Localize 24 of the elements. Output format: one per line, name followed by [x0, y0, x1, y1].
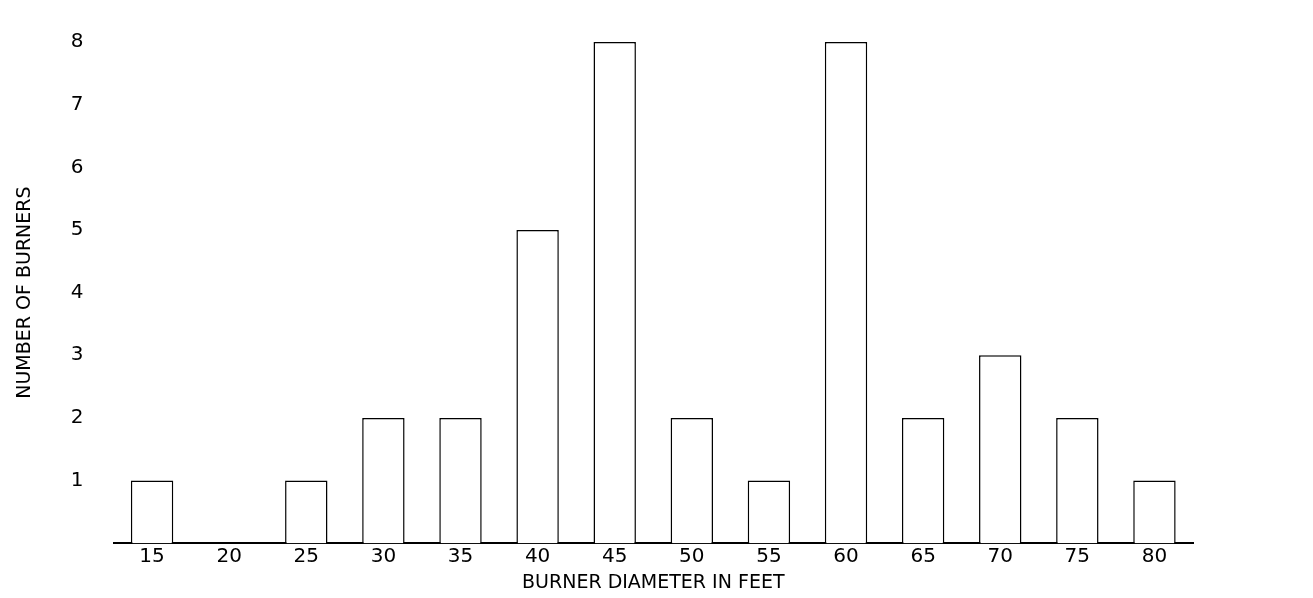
x-tick-label: 75: [1064, 543, 1091, 568]
x-tick-label: 35: [447, 543, 474, 568]
y-tick-label: 6: [70, 153, 84, 178]
x-tick-label: 30: [370, 543, 397, 568]
y-tick-label: 8: [70, 28, 84, 53]
y-tick-label: 1: [70, 466, 84, 491]
y-tick-label: 4: [70, 278, 84, 303]
y-tick-label: 5: [70, 216, 84, 241]
y-tick-label: 7: [70, 90, 84, 115]
x-tick-label: 20: [216, 543, 242, 568]
x-tick-label: 70: [987, 543, 1013, 568]
x-axis-title: BURNER DIAMETER IN FEET: [522, 569, 785, 592]
x-tick-label: 55: [756, 543, 782, 568]
x-tick-label: 80: [1141, 543, 1168, 568]
y-axis-title: NUMBER OF BURNERS: [12, 186, 35, 399]
x-tick-label: 15: [139, 543, 165, 568]
x-tick-label: 45: [601, 543, 628, 568]
x-tick-label: 40: [524, 543, 551, 568]
x-tick-label: 25: [293, 543, 320, 568]
x-tick-label: 60: [833, 543, 859, 568]
y-tick-label: 3: [70, 341, 84, 366]
x-tick-label: 65: [910, 543, 936, 568]
y-tick-label: 2: [70, 404, 84, 429]
x-tick-label: 50: [679, 543, 705, 568]
